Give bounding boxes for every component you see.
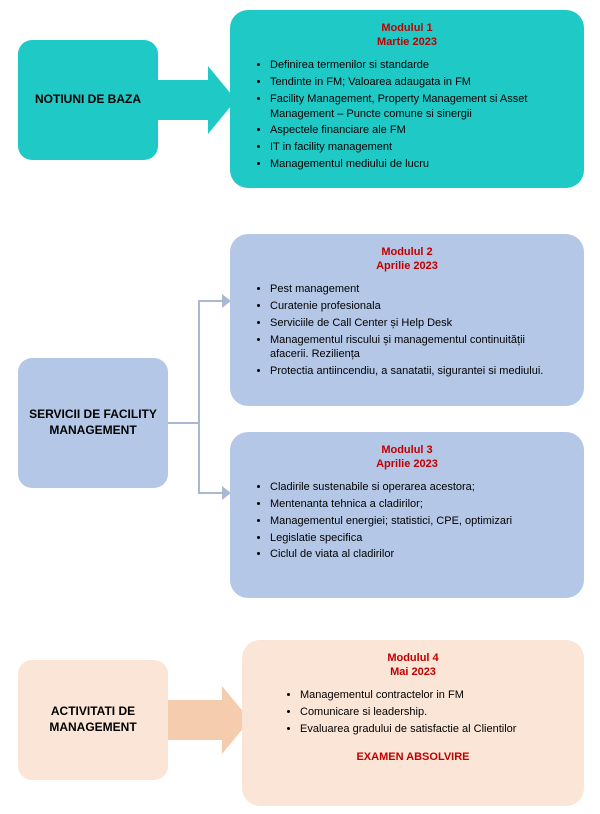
list-item: Managementul energiei; statistici, CPE, … [270, 514, 566, 529]
section1-label-text: NOTIUNI DE BAZA [35, 92, 141, 108]
module1-box: Modulul 1 Martie 2023 Definirea termenil… [230, 10, 584, 188]
module1-list: Definirea termenilor si standarde Tendin… [248, 58, 566, 172]
branch-bot-h [198, 492, 222, 494]
list-item: Managementul contractelor in FM [300, 688, 566, 703]
list-item: Definirea termenilor si standarde [270, 58, 566, 73]
section2-label-text: SERVICII DE FACILITY MANAGEMENT [26, 407, 160, 438]
list-item: Managementul riscului și managementul co… [270, 333, 566, 363]
section3-label-text: ACTIVITATI DE MANAGEMENT [26, 704, 160, 735]
branch-top-h [198, 300, 222, 302]
module3-list: Cladirile sustenabile si operarea acesto… [248, 480, 566, 562]
list-item: Mentenanta tehnica a cladirilor; [270, 497, 566, 512]
module2-box: Modulul 2 Aprilie 2023 Pest management C… [230, 234, 584, 406]
branch-stem [168, 422, 198, 424]
list-item: IT in facility management [270, 140, 566, 155]
module1-title: Modulul 1 [248, 22, 566, 34]
module3-box: Modulul 3 Aprilie 2023 Cladirile sustena… [230, 432, 584, 598]
module3-title: Modulul 3 [248, 444, 566, 456]
module1-date: Martie 2023 [248, 36, 566, 48]
list-item: Protectia antiincendiu, a sanatatii, sig… [270, 364, 566, 379]
section1-label: NOTIUNI DE BAZA [18, 40, 158, 160]
module4-title: Modulul 4 [260, 652, 566, 664]
list-item: Curatenie profesionala [270, 299, 566, 314]
list-item: Legislatie specifica [270, 531, 566, 546]
list-item: Managementul mediului de lucru [270, 157, 566, 172]
exam-text: EXAMEN ABSOLVIRE [260, 751, 566, 763]
list-item: Comunicare si leadership. [300, 705, 566, 720]
module4-box: Modulul 4 Mai 2023 Managementul contract… [242, 640, 584, 806]
list-item: Facility Management, Property Management… [270, 92, 566, 122]
list-item: Aspectele financiare ale FM [270, 123, 566, 138]
branch-vertical [198, 300, 200, 494]
section3-label: ACTIVITATI DE MANAGEMENT [18, 660, 168, 780]
list-item: Evaluarea gradului de satisfactie al Cli… [300, 722, 566, 737]
module3-date: Aprilie 2023 [248, 458, 566, 470]
section2-label: SERVICII DE FACILITY MANAGEMENT [18, 358, 168, 488]
list-item: Serviciile de Call Center și Help Desk [270, 316, 566, 331]
module2-list: Pest management Curatenie profesionala S… [248, 282, 566, 379]
module2-title: Modulul 2 [248, 246, 566, 258]
list-item: Pest management [270, 282, 566, 297]
list-item: Tendinte in FM; Valoarea adaugata in FM [270, 75, 566, 90]
list-item: Cladirile sustenabile si operarea acesto… [270, 480, 566, 495]
module4-date: Mai 2023 [260, 666, 566, 678]
module4-list: Managementul contractelor in FM Comunica… [260, 688, 566, 737]
module2-date: Aprilie 2023 [248, 260, 566, 272]
list-item: Ciclul de viata al cladirilor [270, 547, 566, 562]
